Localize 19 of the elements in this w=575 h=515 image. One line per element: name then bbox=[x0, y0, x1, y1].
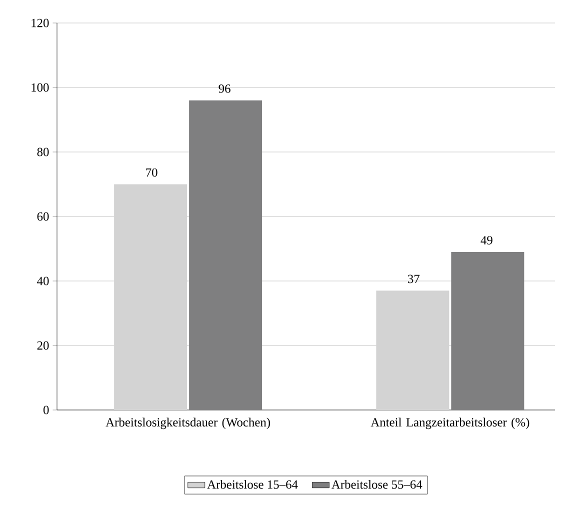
y-tick-label: 100 bbox=[32, 83, 49, 92]
bar bbox=[189, 100, 262, 410]
y-tick-label: 120 bbox=[32, 18, 49, 28]
data-label: 37 bbox=[408, 274, 420, 284]
legend-label: Arbeitslose 55–64 bbox=[332, 480, 422, 489]
y-tick-label: 0 bbox=[43, 406, 49, 414]
data-label: 49 bbox=[480, 236, 492, 244]
x-tick-label: Anteil Langzeitarbeitsloser (%) bbox=[370, 418, 530, 430]
y-tick-label: 60 bbox=[37, 212, 49, 221]
y-tick-label: 40 bbox=[37, 276, 49, 286]
bar bbox=[114, 184, 188, 410]
y-tick-label: 80 bbox=[37, 148, 49, 156]
y-tick-label: 20 bbox=[37, 341, 49, 350]
legend-label: Arbeitslose 15–64 bbox=[207, 480, 298, 489]
bar bbox=[451, 252, 524, 410]
x-tick-label: Arbeitslosigkeitsdauer (Wochen) bbox=[106, 418, 270, 430]
data-label: 70 bbox=[146, 168, 158, 177]
bar bbox=[376, 290, 450, 410]
data-label: 96 bbox=[218, 84, 230, 93]
